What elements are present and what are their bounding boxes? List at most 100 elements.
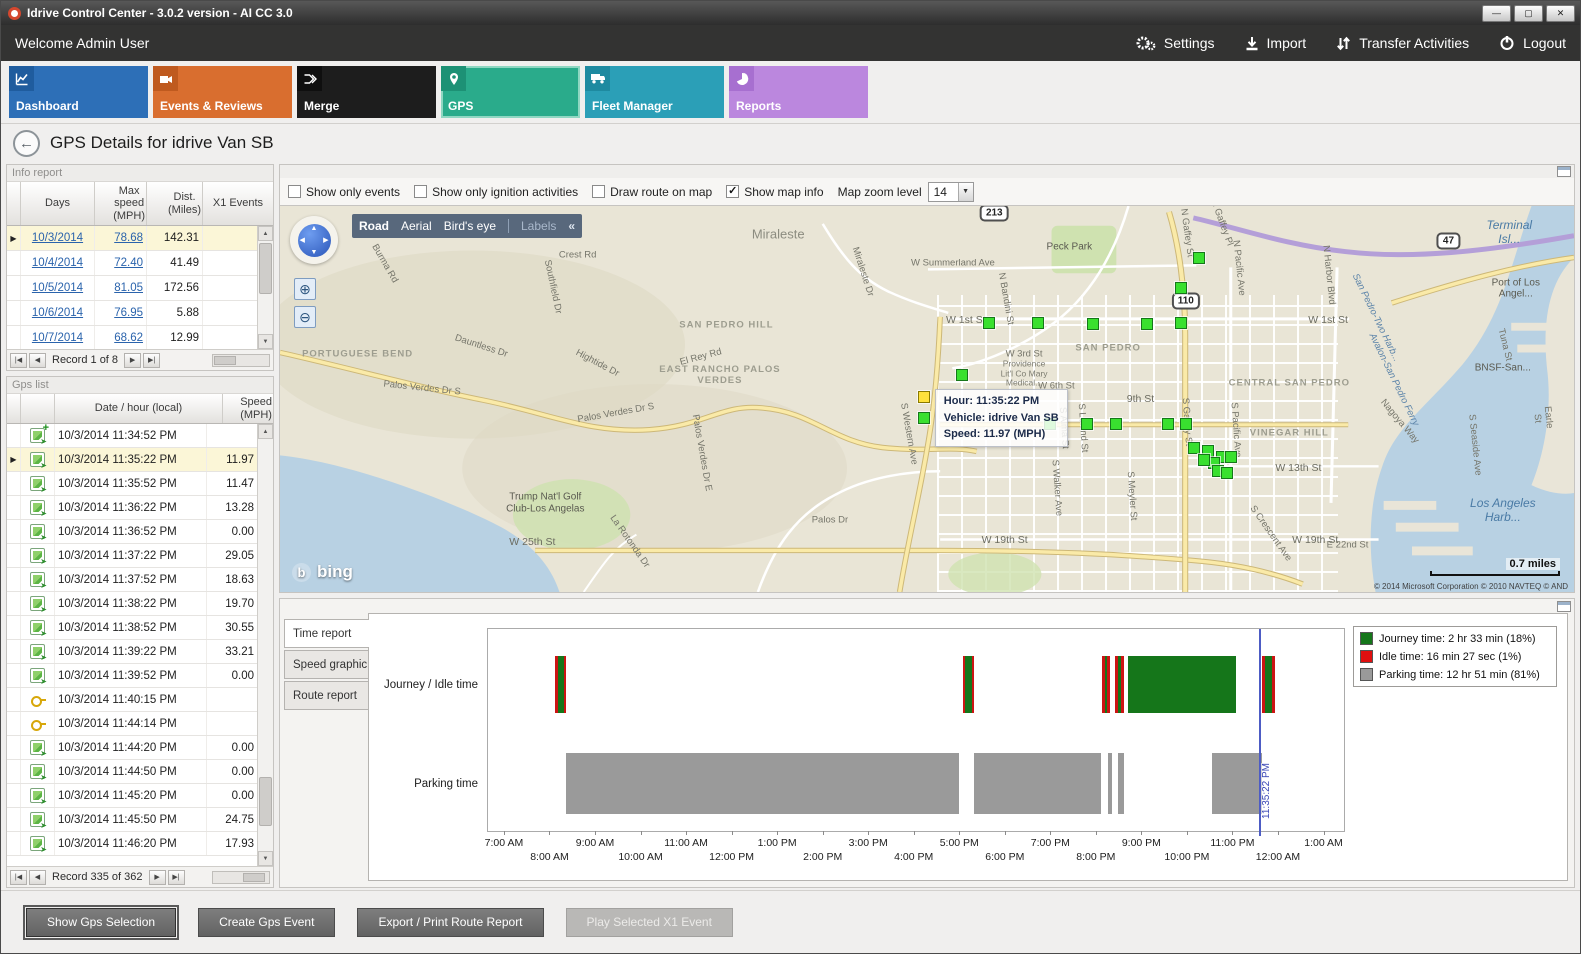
tab-fleet-manager[interactable]: Fleet Manager [585,66,724,118]
col-icon[interactable] [21,394,55,423]
gps-marker[interactable] [1192,252,1205,265]
scroll-down-icon[interactable]: ▼ [258,851,273,866]
gps-list-row[interactable]: 10/3/2014 11:38:22 PM 19.70 [7,592,257,616]
back-button[interactable]: ← [13,129,40,157]
timeline-plot[interactable]: Journey / Idle time Parking time 7:00 AM… [384,628,1345,863]
col-x1-events[interactable]: X1 Events [212,197,264,210]
info-report-row[interactable]: 10/6/2014 76.95 5.88 [7,301,257,326]
close-button[interactable]: ✕ [1546,4,1575,22]
chart-expand-icon[interactable] [1557,601,1571,612]
map-view-aerial[interactable]: Aerial [401,219,432,233]
zoom-out-button[interactable]: ⊖ [294,306,316,328]
max-speed-link[interactable]: 78.68 [114,232,143,244]
gps-list-row[interactable]: 10/3/2014 11:38:52 PM 30.55 [7,616,257,640]
chart-tab-time-report[interactable]: Time report [284,619,369,648]
selected-gps-marker[interactable] [918,391,931,404]
gps-list-row[interactable]: 10/3/2014 11:44:50 PM 0.00 [7,760,257,784]
map-zoom-select[interactable]: 14 ▼ [927,181,974,202]
gps-list-row[interactable]: 10/3/2014 11:39:22 PM 33.21 [7,640,257,664]
gps-list-row[interactable]: ▶ 10/3/2014 11:35:22 PM 11.97 [7,448,257,472]
checkbox-show-map-info[interactable]: ✓ Show map info [726,185,824,199]
day-link[interactable]: 10/6/2014 [31,307,84,319]
map-collapse-button[interactable]: « [568,219,576,233]
max-speed-link[interactable]: 81.05 [114,282,143,294]
day-link[interactable]: 10/7/2014 [31,332,84,344]
prev-record-button[interactable]: ◀ [29,352,46,368]
gps-list-row[interactable]: +10/3/2014 11:34:52 PM [7,424,257,448]
scroll-down-icon[interactable]: ▼ [258,334,273,349]
gps-marker[interactable] [1221,467,1234,480]
gps-list-row[interactable]: 10/3/2014 11:37:52 PM 18.63 [7,568,257,592]
day-link[interactable]: 10/4/2014 [31,257,84,269]
maximize-button[interactable]: ▢ [1514,4,1543,22]
day-link[interactable]: 10/5/2014 [31,282,84,294]
gps-marker[interactable] [1174,282,1187,295]
gps-marker[interactable] [1174,316,1187,329]
bing-map[interactable]: Miraleste Peck Park W Summerland Ave Crest … [280,205,1574,592]
gps-list-row[interactable]: 10/3/2014 11:44:14 PM [7,712,257,736]
gps-list-row[interactable]: 10/3/2014 11:46:20 PM 17.93 [7,832,257,856]
gps-marker[interactable] [1179,418,1192,431]
transfer-activities-button[interactable]: Transfer Activities [1336,35,1469,51]
tab-dashboard[interactable]: Dashboard [9,66,148,118]
prev-record-button[interactable]: ◀ [29,869,46,885]
gps-list-row[interactable]: 10/3/2014 11:37:22 PM 29.05 [7,544,257,568]
first-record-button[interactable]: |◀ [10,869,27,885]
info-report-row[interactable]: 10/7/2014 68.62 12.99 [7,326,257,349]
info-report-row[interactable]: 10/4/2014 72.40 41.49 [7,251,257,276]
tab-reports[interactable]: Reports [729,66,868,118]
map-view-bird-s-eye[interactable]: Bird's eye [443,219,496,233]
checkbox-draw-route-on-map[interactable]: Draw route on map [592,185,712,199]
max-speed-link[interactable]: 72.40 [114,257,143,269]
col-speed[interactable]: Speed (MPH) [240,395,272,421]
tab-events-reviews[interactable]: Events & Reviews [153,66,292,118]
first-record-button[interactable]: |◀ [10,352,27,368]
col-dist[interactable]: Dist. (Miles) [147,182,203,225]
gps-marker[interactable] [1187,442,1200,455]
map-expand-icon[interactable] [1557,166,1571,177]
checkbox-show-only-events[interactable]: Show only events [288,185,400,199]
minimize-button[interactable]: — [1482,4,1511,22]
gps-list-row[interactable]: 10/3/2014 11:35:52 PM 11.47 [7,472,257,496]
info-report-row[interactable]: ▶ 10/3/2014 78.68 142.31 [7,226,257,251]
tab-merge[interactable]: Merge [297,66,436,118]
gps-list-row[interactable]: 10/3/2014 11:36:52 PM 0.00 [7,520,257,544]
chart-tab-speed-graphic[interactable]: Speed graphic [284,650,368,679]
pager-hscroll[interactable] [212,870,270,884]
zoom-in-button[interactable]: ⊕ [294,278,316,300]
gps-marker[interactable] [1140,317,1153,330]
info-report-row[interactable]: 10/5/2014 81.05 172.56 [7,276,257,301]
gps-list-row[interactable]: 10/3/2014 11:40:15 PM [7,688,257,712]
gps-list-row[interactable]: 10/3/2014 11:36:22 PM 13.28 [7,496,257,520]
map-pan-control[interactable]: ▲ ▼ ◀ ▶ [290,216,338,264]
next-record-button[interactable]: ▶ [148,869,166,885]
export-print-route-report-button[interactable]: Export / Print Route Report [357,907,544,937]
map-view-labels[interactable]: Labels [508,219,556,233]
logout-button[interactable]: Logout [1499,35,1566,51]
gps-list-row[interactable]: 10/3/2014 11:45:20 PM 0.00 [7,784,257,808]
show-gps-selection-button[interactable]: Show Gps Selection [22,904,180,940]
gps-marker[interactable] [1081,417,1094,430]
gps-list-row[interactable]: 10/3/2014 11:44:20 PM 0.00 [7,736,257,760]
info-report-scrollbar[interactable]: ▲ ▼ [257,226,273,349]
gps-marker[interactable] [1225,450,1238,463]
gps-marker[interactable] [983,316,996,329]
scroll-up-icon[interactable]: ▲ [258,226,273,241]
create-gps-event-button[interactable]: Create Gps Event [198,907,336,937]
settings-button[interactable]: Settings [1135,35,1215,51]
max-speed-link[interactable]: 68.62 [114,332,143,344]
chart-tab-route-report[interactable]: Route report [284,681,368,710]
gps-marker[interactable] [1109,418,1122,431]
col-days[interactable]: Days [21,182,95,225]
gps-marker[interactable] [1197,453,1210,466]
max-speed-link[interactable]: 76.95 [114,307,143,319]
last-record-button[interactable]: ▶| [143,352,161,368]
day-link[interactable]: 10/3/2014 [31,232,84,244]
next-record-button[interactable]: ▶ [124,352,142,368]
gps-marker[interactable] [1161,418,1174,431]
gps-marker[interactable] [955,369,968,382]
checkbox-show-only-ignition-activities[interactable]: Show only ignition activities [414,185,578,199]
gps-marker[interactable] [1086,317,1099,330]
gps-marker[interactable] [918,411,931,424]
col-max-speed[interactable]: Max speed (MPH) [95,182,147,225]
